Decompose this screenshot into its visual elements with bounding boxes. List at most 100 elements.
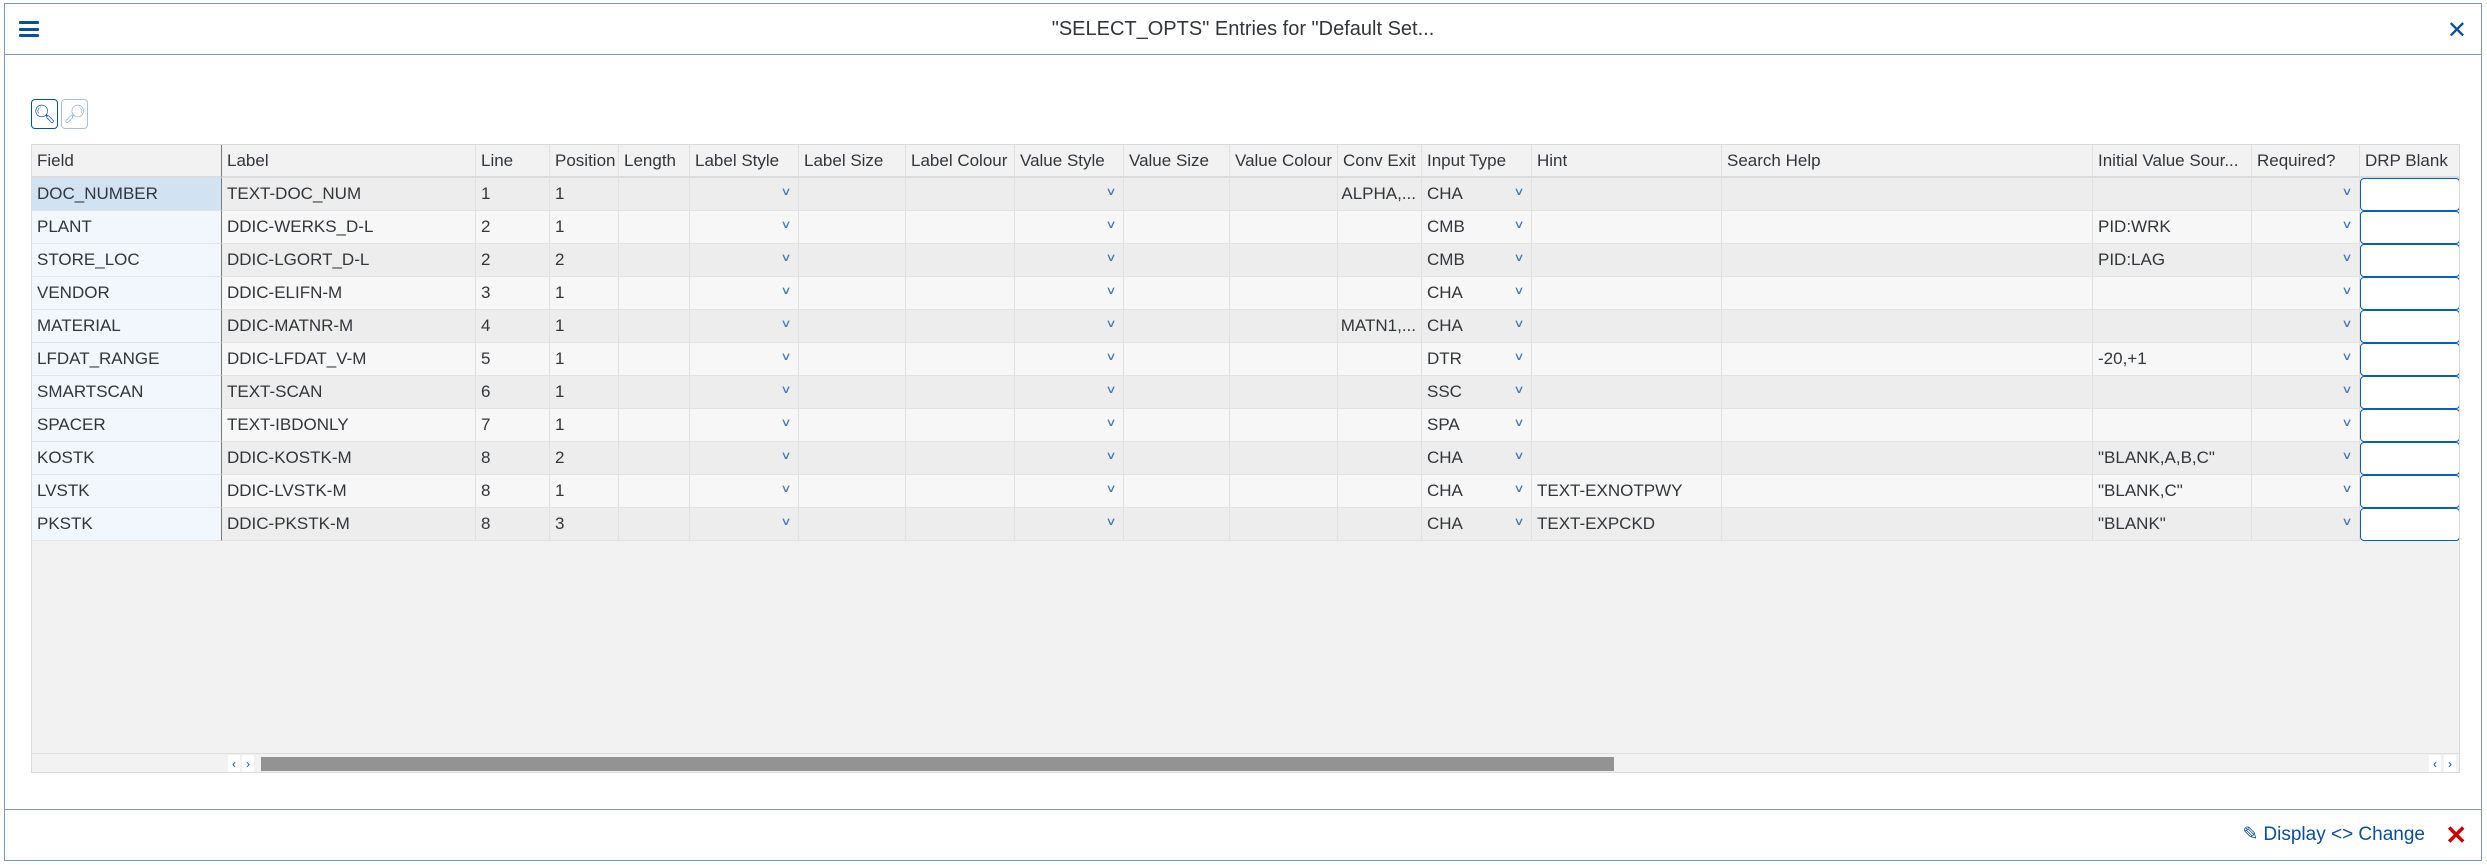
column-header[interactable]: DRP Blank [2360, 145, 2459, 178]
column-header[interactable]: Label Style [690, 145, 799, 178]
cell-line[interactable]: 8 [476, 508, 550, 541]
drp-blank-input[interactable] [2360, 409, 2459, 442]
cell-value-style[interactable]: ∨ [1015, 178, 1124, 211]
scroll-right-end-icon[interactable]: › [2444, 755, 2456, 772]
chevron-down-icon[interactable]: ∨ [780, 252, 792, 264]
chevron-down-icon[interactable]: ∨ [1513, 351, 1525, 363]
cell-field[interactable]: PKSTK [32, 508, 222, 541]
cell-conv-exit[interactable] [1338, 211, 1422, 244]
cell-label[interactable]: TEXT-DOC_NUM [222, 178, 476, 211]
horizontal-scrollbar[interactable]: ‹ › ‹ › [32, 753, 2459, 772]
cell-value-style[interactable]: ∨ [1015, 244, 1124, 277]
cell-label-size[interactable] [799, 277, 906, 310]
column-header[interactable]: Input Type [1422, 145, 1532, 178]
cell-label-style[interactable]: ∨ [690, 310, 799, 343]
chevron-down-icon[interactable]: ∨ [1513, 483, 1525, 495]
table-row[interactable]: LFDAT_RANGE DDIC-LFDAT_V-M 5 1 ∨ ∨ DTR ∨ -20,+1 ∨ [32, 343, 2459, 376]
chevron-down-icon[interactable]: ∨ [2341, 351, 2353, 363]
column-header[interactable]: Label [222, 145, 476, 178]
cell-label[interactable]: DDIC-LGORT_D-L [222, 244, 476, 277]
chevron-down-icon[interactable]: ∨ [2341, 417, 2353, 429]
cell-length[interactable] [619, 508, 690, 541]
cell-value-style[interactable]: ∨ [1015, 475, 1124, 508]
table-row[interactable]: LVSTK DDIC-LVSTK-M 8 1 ∨ ∨ CHA ∨ TEXT-EXNOTPWY "B… [32, 475, 2459, 508]
column-header[interactable]: Required? [2252, 145, 2360, 178]
cell-label-style[interactable]: ∨ [690, 178, 799, 211]
column-header[interactable]: Label Size [799, 145, 906, 178]
cell-hint[interactable] [1532, 376, 1722, 409]
zoom-in-icon[interactable]: 🔎︎ [61, 99, 88, 129]
drp-blank-input[interactable] [2360, 178, 2459, 211]
cell-value-colour[interactable] [1230, 343, 1338, 376]
cell-value-style[interactable]: ∨ [1015, 508, 1124, 541]
cell-line[interactable]: 2 [476, 211, 550, 244]
cell-position[interactable]: 1 [550, 409, 619, 442]
cell-label-colour[interactable] [906, 343, 1015, 376]
cell-position[interactable]: 2 [550, 442, 619, 475]
chevron-down-icon[interactable]: ∨ [1513, 516, 1525, 528]
chevron-down-icon[interactable]: ∨ [1105, 450, 1117, 462]
cell-hint[interactable] [1532, 310, 1722, 343]
cell-label-style[interactable]: ∨ [690, 211, 799, 244]
cell-input-type[interactable]: DTR ∨ [1422, 343, 1532, 376]
table-row[interactable]: SPACER TEXT-IBDONLY 7 1 ∨ ∨ SPA ∨ ∨ [32, 409, 2459, 442]
table-row[interactable]: STORE_LOC DDIC-LGORT_D-L 2 2 ∨ ∨ CMB ∨ PID:LAG ∨ [32, 244, 2459, 277]
chevron-down-icon[interactable]: ∨ [1513, 450, 1525, 462]
cell-conv-exit[interactable] [1338, 244, 1422, 277]
drp-blank-input[interactable] [2360, 442, 2459, 475]
cell-value-colour[interactable] [1230, 475, 1338, 508]
cell-line[interactable]: 1 [476, 178, 550, 211]
cell-conv-exit[interactable]: MATN1,... [1338, 310, 1422, 343]
column-header[interactable]: Hint [1532, 145, 1722, 178]
cell-initial-value-sour[interactable]: PID:LAG [2093, 244, 2252, 277]
cell-label-style[interactable]: ∨ [690, 244, 799, 277]
chevron-down-icon[interactable]: ∨ [1105, 285, 1117, 297]
chevron-down-icon[interactable]: ∨ [2341, 285, 2353, 297]
table-row[interactable]: PLANT DDIC-WERKS_D-L 2 1 ∨ ∨ CMB ∨ PID:WRK ∨ [32, 211, 2459, 244]
cell-length[interactable] [619, 277, 690, 310]
cell-field[interactable]: STORE_LOC [32, 244, 222, 277]
cell-field[interactable]: DOC_NUMBER [32, 178, 222, 211]
cell-value-size[interactable] [1124, 244, 1230, 277]
column-header[interactable]: Position [550, 145, 619, 178]
chevron-down-icon[interactable]: ∨ [780, 219, 792, 231]
cell-search-help[interactable] [1722, 442, 2093, 475]
cell-position[interactable]: 1 [550, 211, 619, 244]
cell-search-help[interactable] [1722, 409, 2093, 442]
cell-conv-exit[interactable] [1338, 442, 1422, 475]
cell-label-size[interactable] [799, 343, 906, 376]
cell-label[interactable]: DDIC-LVSTK-M [222, 475, 476, 508]
cell-length[interactable] [619, 409, 690, 442]
column-header[interactable]: Value Style [1015, 145, 1124, 178]
chevron-down-icon[interactable]: ∨ [1513, 417, 1525, 429]
chevron-down-icon[interactable]: ∨ [780, 417, 792, 429]
cell-value-size[interactable] [1124, 376, 1230, 409]
cell-line[interactable]: 5 [476, 343, 550, 376]
cell-required[interactable]: ∨ [2252, 475, 2360, 508]
cell-length[interactable] [619, 211, 690, 244]
cell-label-colour[interactable] [906, 442, 1015, 475]
cell-value-colour[interactable] [1230, 277, 1338, 310]
cell-value-colour[interactable] [1230, 211, 1338, 244]
cell-label-size[interactable] [799, 508, 906, 541]
cell-initial-value-sour[interactable]: -20,+1 [2093, 343, 2252, 376]
column-header[interactable]: Value Size [1124, 145, 1230, 178]
table-row[interactable]: PKSTK DDIC-PKSTK-M 8 3 ∨ ∨ CHA ∨ TEXT-EXPCKD "BLA… [32, 508, 2459, 541]
cell-line[interactable]: 8 [476, 442, 550, 475]
cell-length[interactable] [619, 178, 690, 211]
chevron-down-icon[interactable]: ∨ [780, 516, 792, 528]
cell-label-colour[interactable] [906, 178, 1015, 211]
chevron-down-icon[interactable]: ∨ [1513, 186, 1525, 198]
cell-search-help[interactable] [1722, 508, 2093, 541]
table-row[interactable]: MATERIAL DDIC-MATNR-M 4 1 ∨ ∨ MATN1,... CHA ∨ ∨ [32, 310, 2459, 343]
cell-value-colour[interactable] [1230, 178, 1338, 211]
cell-hint[interactable] [1532, 277, 1722, 310]
cell-label-size[interactable] [799, 310, 906, 343]
cell-required[interactable]: ∨ [2252, 508, 2360, 541]
drp-blank-input[interactable] [2360, 310, 2459, 343]
chevron-down-icon[interactable]: ∨ [2341, 252, 2353, 264]
chevron-down-icon[interactable]: ∨ [2341, 384, 2353, 396]
cell-label-colour[interactable] [906, 508, 1015, 541]
cell-label[interactable]: DDIC-LFDAT_V-M [222, 343, 476, 376]
cell-value-size[interactable] [1124, 343, 1230, 376]
